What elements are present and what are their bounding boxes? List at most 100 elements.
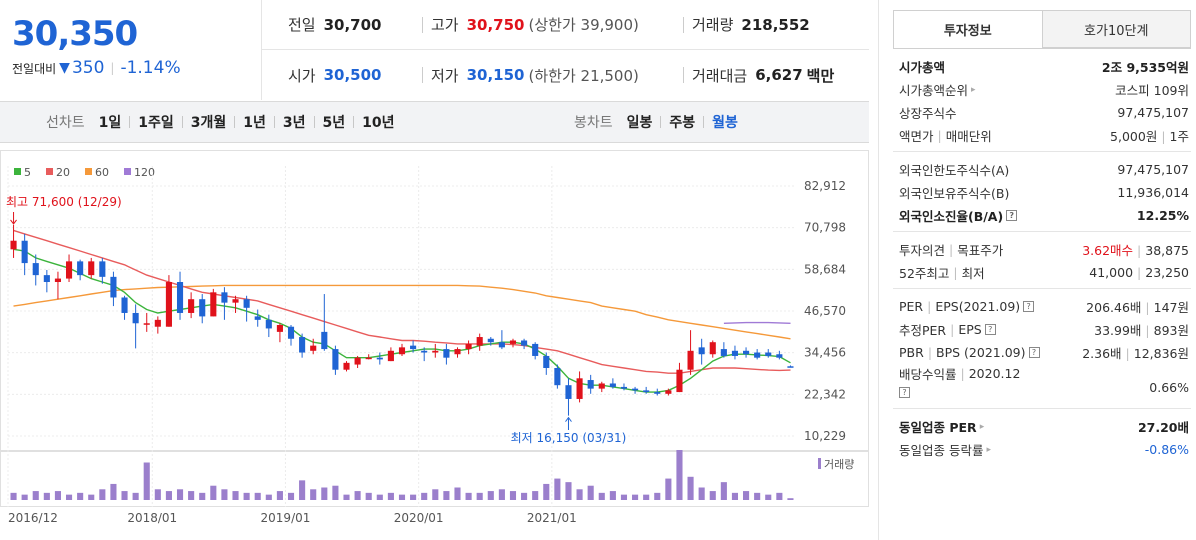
divider [129, 116, 131, 128]
volume-bar [709, 491, 716, 500]
volume-bar [132, 492, 139, 500]
help-icon[interactable]: ? [1023, 301, 1035, 312]
help-icon[interactable]: ? [899, 387, 910, 398]
candle-body [254, 316, 261, 320]
prev-close: 전일 30,700 [288, 14, 382, 35]
period-option[interactable]: 3개월 [190, 115, 227, 131]
volume-bar [754, 492, 761, 500]
volume-bar [110, 483, 117, 500]
info-row: 외국인한도주식수(A) 97,475,107 [899, 158, 1191, 181]
period-option[interactable]: 주봉 [669, 115, 696, 131]
info-value-sub: 1주 [1169, 129, 1189, 144]
current-price: 30,350 [12, 14, 138, 54]
divider [683, 16, 684, 33]
info-value-sub: 893원 [1153, 323, 1189, 338]
info-key[interactable]: 동일업종 등락률 ▸ [899, 440, 991, 459]
volume-legend-swatch [818, 458, 821, 469]
volume-bar [498, 489, 505, 500]
upper-limit: (상한가 39,900) [528, 16, 639, 34]
volume-label: 거래량 [824, 458, 854, 471]
candle-body [731, 350, 739, 356]
volume-bar [421, 492, 428, 500]
volume-bar [299, 480, 306, 500]
volume-bar [254, 492, 261, 500]
candle-body [21, 240, 28, 264]
info-key: 외국인소진율(B/A)? [899, 206, 1018, 225]
divider [313, 116, 315, 128]
volume-bar [620, 494, 628, 500]
volume-bar [698, 487, 705, 500]
help-icon[interactable]: ? [1028, 347, 1040, 358]
info-value: 97,475,107 [1117, 105, 1189, 120]
candle-body [720, 349, 727, 356]
tab-investment-info[interactable]: 투자정보 [893, 10, 1043, 48]
volume-bar [77, 492, 84, 500]
volume-bar [432, 489, 439, 500]
divider [422, 67, 423, 83]
legend-swatch [85, 168, 92, 175]
info-key-label: 추정PER [899, 323, 947, 338]
period-option[interactable]: 1일 [98, 115, 122, 131]
info-value: 97,475,107 [1117, 162, 1189, 177]
info-key: 52주최고 | 최저 [899, 263, 985, 282]
volume-bar [221, 489, 228, 500]
info-value-main: 97,475,107 [1117, 105, 1189, 120]
volume-bar [121, 491, 128, 500]
period-option[interactable]: 1년 [243, 115, 266, 131]
candle-body [643, 390, 650, 393]
info-key[interactable]: 동일업종 PER ▸ [899, 417, 984, 436]
candle-body [509, 340, 517, 344]
info-key: 액면가 | 매매단위 [899, 126, 992, 145]
divider: | [953, 265, 958, 280]
info-key[interactable]: 시가총액순위 ▸ [899, 80, 976, 99]
period-option[interactable]: 10년 [362, 115, 395, 131]
tab-order-book[interactable]: 호가10단계 [1042, 10, 1191, 48]
help-icon[interactable]: ? [984, 324, 996, 335]
volume-value: 218,552 [741, 15, 810, 34]
divider [234, 116, 236, 128]
period-option[interactable]: 월봉 [712, 115, 738, 131]
volume-bar [398, 494, 406, 500]
period-option[interactable]: 일봉 [626, 115, 653, 131]
divider: | [937, 128, 942, 143]
low-price: 저가 30,150 (하한가 21,500) [414, 65, 639, 86]
candle-body [665, 390, 672, 394]
divider [353, 116, 355, 128]
divider [181, 116, 183, 128]
volume-bar [199, 492, 206, 500]
stock-chart: 5 20 60 120 82,912 70,798 58,684 46,570 34,456 22… [0, 150, 869, 525]
volume-bar [376, 494, 383, 500]
info-key-line: 배당수익률 | 2020.12 [899, 364, 1020, 383]
volume-bar [10, 492, 17, 500]
volume-bar [310, 489, 317, 500]
x-tick-label: 2020/01 [394, 511, 444, 525]
candle-body [232, 299, 239, 303]
volume-bar [598, 492, 605, 500]
period-option[interactable]: 5년 [322, 115, 346, 131]
divider [273, 116, 275, 128]
volume-bar [410, 494, 417, 500]
candle-body [432, 350, 439, 353]
info-key-label: 액면가 [899, 129, 934, 144]
candle-body [321, 331, 328, 350]
candle-body [99, 261, 106, 277]
divider: | [927, 345, 933, 360]
high-value: 30,750 [466, 15, 525, 34]
volume-bar [632, 494, 639, 500]
volume-bar [543, 483, 550, 500]
period-option[interactable]: 1주일 [138, 115, 174, 131]
candle-body [443, 349, 450, 358]
help-icon[interactable]: ? [1006, 210, 1018, 221]
candle-body [598, 383, 605, 389]
candle-body [498, 342, 505, 348]
candle-body [287, 326, 295, 339]
period-option[interactable]: 3년 [282, 115, 306, 131]
info-value-main: 97,475,107 [1117, 162, 1189, 177]
legend-label: 60 [95, 166, 109, 179]
info-key-label: 투자의견 [899, 243, 946, 258]
volume-bar [509, 491, 517, 500]
high-label: 고가 [431, 16, 459, 34]
info-row: PER | EPS(2021.09)? 206.46배 | 147원 [899, 295, 1191, 318]
change-label: 전일대비 [12, 61, 57, 76]
info-value-main: 41,000 [1089, 265, 1134, 280]
